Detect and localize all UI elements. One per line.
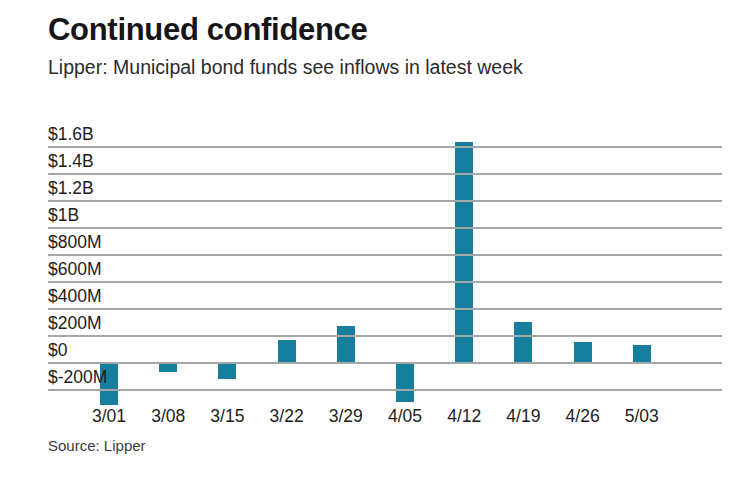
x-tick-label: 3/22 <box>255 406 319 427</box>
y-tick-label: $800M <box>48 232 102 252</box>
gridline <box>48 173 722 175</box>
gridline <box>48 200 722 202</box>
x-tick-label: 5/03 <box>610 406 674 427</box>
x-tick-label: 3/01 <box>77 406 141 427</box>
plot-area: 3/013/083/153/223/294/054/124/194/265/03… <box>0 0 740 482</box>
gridline <box>48 281 722 283</box>
gridline <box>48 227 722 229</box>
x-tick-label: 4/05 <box>373 406 437 427</box>
x-tick-label: 3/08 <box>136 406 200 427</box>
x-tick-label: 3/15 <box>195 406 259 427</box>
gridline <box>48 389 722 391</box>
x-tick-label: 4/26 <box>551 406 615 427</box>
x-tick-label: 4/19 <box>491 406 555 427</box>
gridline <box>48 335 722 337</box>
y-tick-label: $400M <box>48 286 102 306</box>
bar-3/15 <box>218 362 236 379</box>
x-tick-label: 4/12 <box>432 406 496 427</box>
chart-figure: Continued confidence Lipper: Municipal b… <box>0 0 740 482</box>
gridline <box>48 308 722 310</box>
y-tick-label: $200M <box>48 313 102 333</box>
x-tick-label: 3/29 <box>314 406 378 427</box>
source-note: Source: Lipper <box>48 437 146 454</box>
gridline <box>48 362 722 364</box>
y-tick-label: $-200M <box>48 367 107 387</box>
bar-4/26 <box>574 342 592 362</box>
bar-4/05 <box>396 362 414 402</box>
y-tick-label: $1B <box>48 205 79 225</box>
y-tick-label: $1.4B <box>48 151 94 171</box>
y-tick-label: $1.6B <box>48 124 94 144</box>
y-tick-label: $600M <box>48 259 102 279</box>
y-tick-label: $0 <box>48 340 67 360</box>
bar-3/29 <box>337 326 355 362</box>
bar-3/22 <box>278 340 296 362</box>
gridline <box>48 254 722 256</box>
gridline <box>48 146 722 148</box>
bar-4/19 <box>514 322 532 362</box>
bar-5/03 <box>633 345 651 362</box>
y-tick-label: $1.2B <box>48 178 94 198</box>
